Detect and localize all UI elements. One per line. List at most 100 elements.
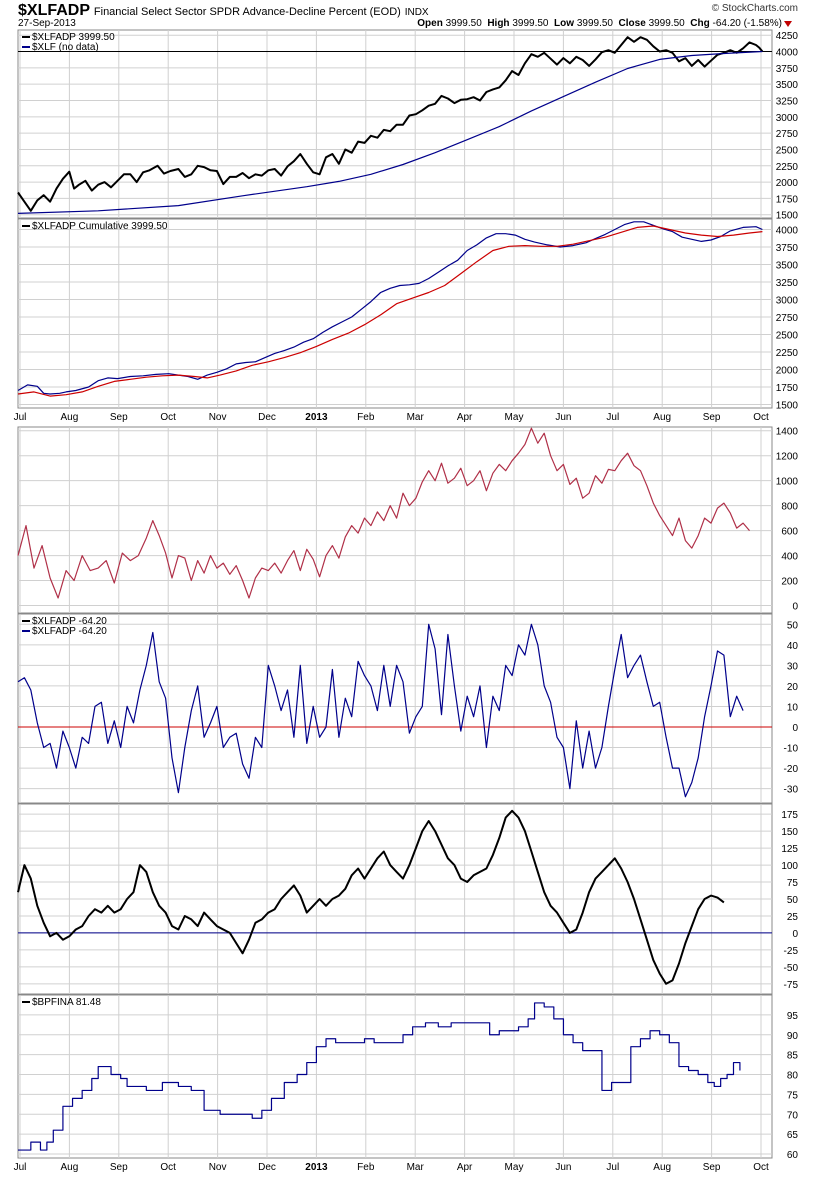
y-tick-label: 0 <box>792 602 798 613</box>
x-tick-label: Aug <box>61 412 79 423</box>
series-line-summation <box>17 809 725 985</box>
y-tick-label: 1500 <box>776 401 799 412</box>
x-tick-label: Feb <box>357 412 375 423</box>
y-tick-label: 80 <box>787 1071 799 1082</box>
y-tick-label: 1200 <box>776 452 799 463</box>
y-tick-label: 75 <box>787 1090 799 1101</box>
quote-summary: Open 3999.50 High 3999.50 Low 3999.50 Cl… <box>417 18 782 29</box>
y-tick-label: 100 <box>781 861 798 872</box>
x-tick-label: Sep <box>110 1162 128 1173</box>
x-tick-label: Sep <box>703 412 721 423</box>
y-tick-label: 2750 <box>776 313 799 324</box>
y-tick-label: 75 <box>787 878 799 889</box>
y-tick-label: 70 <box>787 1110 799 1121</box>
x-tick-label: Aug <box>653 1162 671 1173</box>
panel-6-frame <box>17 994 773 1159</box>
y-tick-label: 2500 <box>776 331 799 342</box>
security-name: Financial Select Sector SPDR Advance-Dec… <box>93 6 401 18</box>
y-tick-label: 1000 <box>776 477 799 488</box>
x-tick-label: Mar <box>407 412 425 423</box>
y-tick-label: 400 <box>781 552 798 563</box>
y-tick-label: 1750 <box>776 194 799 205</box>
y-tick-label: -50 <box>784 963 799 974</box>
x-tick-label: Feb <box>357 1162 375 1173</box>
symbol: $XLFADP <box>18 2 91 19</box>
close-label: Close <box>618 18 646 29</box>
high-value: 3999.50 <box>512 18 549 29</box>
series-line-bullish-percent <box>18 1002 741 1151</box>
chg-label: Chg <box>690 18 710 29</box>
y-tick-label: 3000 <box>776 296 799 307</box>
series-line-average <box>17 50 763 214</box>
low-value: 3999.50 <box>576 18 613 29</box>
y-tick-label: 90 <box>787 1031 799 1042</box>
series-line-cumulative <box>17 221 763 395</box>
panel-4-frame <box>17 613 773 804</box>
x-tick-label: Oct <box>753 412 769 423</box>
y-tick-label: 1400 <box>776 427 799 438</box>
y-tick-label: 85 <box>787 1051 799 1062</box>
x-tick-label: 2013 <box>305 412 328 423</box>
y-tick-label: 3500 <box>776 80 799 91</box>
legend-label: $XLFADP -64.20 <box>32 626 107 637</box>
chart-title: $XLFADP Financial Select Sector SPDR Adv… <box>18 2 429 20</box>
x-tick-label: Jul <box>606 412 619 423</box>
y-tick-label: 3250 <box>776 97 799 108</box>
y-tick-label: 2750 <box>776 129 799 140</box>
x-tick-label: Dec <box>258 1162 276 1173</box>
y-tick-label: 20 <box>787 682 799 693</box>
low-label: Low <box>554 18 575 29</box>
y-tick-label: 25 <box>787 912 799 923</box>
x-tick-label: Oct <box>160 412 176 423</box>
y-tick-label: 2000 <box>776 366 799 377</box>
y-tick-label: 1750 <box>776 383 799 394</box>
y-tick-label: 65 <box>787 1130 799 1141</box>
panel-2-frame <box>17 218 773 409</box>
chg-value: -64.20 (-1.58%) <box>712 18 782 29</box>
y-tick-label: 10 <box>787 702 799 713</box>
x-tick-label: 2013 <box>305 1162 328 1173</box>
y-tick-label: 2250 <box>776 162 799 173</box>
y-tick-label: 0 <box>792 929 798 940</box>
y-tick-label: 50 <box>787 620 799 631</box>
y-tick-label: 175 <box>781 810 798 821</box>
y-tick-label: 50 <box>787 895 799 906</box>
y-tick-label: 3750 <box>776 243 799 254</box>
y-tick-label: 3250 <box>776 278 799 289</box>
legend-label: $BPFINA 81.48 <box>32 997 101 1008</box>
y-tick-label: 4250 <box>776 31 799 42</box>
open-label: Open <box>417 18 443 29</box>
panel-1-frame <box>17 29 773 219</box>
close-value: 3999.50 <box>648 18 685 29</box>
stockcharts-brand[interactable]: © StockCharts.com <box>711 3 798 14</box>
x-tick-label: Jul <box>606 1162 619 1173</box>
x-tick-label: Sep <box>703 1162 721 1173</box>
y-tick-label: 1500 <box>776 211 799 222</box>
y-tick-label: 40 <box>787 641 799 652</box>
series-line--xlfadp <box>17 36 764 212</box>
x-tick-label: May <box>505 1162 524 1173</box>
x-tick-label: Oct <box>753 1162 769 1173</box>
x-tick-label: Jun <box>555 1162 571 1173</box>
y-tick-label: 4000 <box>776 226 799 237</box>
y-tick-label: 95 <box>787 1011 799 1022</box>
y-tick-label: 4000 <box>776 48 799 59</box>
x-tick-label: Nov <box>209 412 227 423</box>
x-tick-label: Aug <box>61 1162 79 1173</box>
quote-date: 27-Sep-2013 <box>18 18 76 29</box>
x-tick-label: Apr <box>457 1162 473 1173</box>
x-tick-label: Apr <box>457 412 473 423</box>
legend-label: $XLF (no data) <box>32 42 99 53</box>
y-tick-label: 3750 <box>776 64 799 75</box>
y-tick-label: 125 <box>781 844 798 855</box>
series-line-oscillator <box>17 427 750 599</box>
y-tick-label: 150 <box>781 827 798 838</box>
x-tick-label: Jul <box>14 412 27 423</box>
legend-label: $XLFADP Cumulative 3999.50 <box>32 221 168 232</box>
y-tick-label: 2250 <box>776 348 799 359</box>
y-tick-label: 2000 <box>776 178 799 189</box>
y-tick-label: 600 <box>781 527 798 538</box>
y-tick-label: 800 <box>781 502 798 513</box>
y-tick-label: 3500 <box>776 261 799 272</box>
